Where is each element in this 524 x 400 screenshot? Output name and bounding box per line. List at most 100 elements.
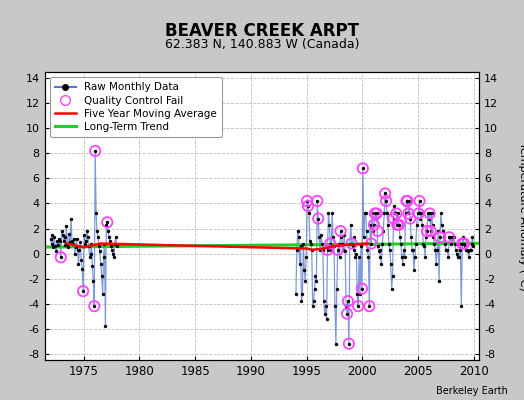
Point	[356, 290, 364, 297]
Point	[296, 260, 304, 267]
Point	[57, 254, 65, 260]
Point	[328, 210, 336, 217]
Point	[101, 323, 110, 329]
Point	[90, 303, 99, 309]
Point	[299, 240, 308, 247]
Point	[85, 254, 94, 260]
Point	[106, 238, 114, 244]
Point	[445, 234, 453, 240]
Point	[62, 223, 71, 229]
Point	[326, 240, 334, 247]
Point	[105, 234, 113, 240]
Point	[461, 243, 470, 249]
Point	[336, 228, 345, 234]
Point	[309, 298, 318, 304]
Point	[428, 222, 436, 228]
Point	[362, 210, 370, 217]
Point	[110, 254, 118, 260]
Point	[334, 247, 342, 253]
Point	[54, 242, 62, 248]
Point	[423, 228, 431, 234]
Point	[390, 203, 399, 209]
Point	[370, 210, 379, 217]
Point	[80, 232, 88, 238]
Point	[370, 222, 378, 228]
Point	[383, 210, 391, 217]
Point	[420, 243, 428, 249]
Text: 62.383 N, 140.883 W (Canada): 62.383 N, 140.883 W (Canada)	[165, 38, 359, 51]
Point	[94, 234, 102, 240]
Point	[377, 260, 386, 267]
Point	[53, 238, 61, 244]
Point	[322, 316, 331, 322]
Point	[367, 240, 375, 247]
Point	[462, 247, 470, 253]
Point	[293, 228, 302, 234]
Point	[408, 247, 416, 253]
Point	[414, 210, 423, 217]
Point	[440, 234, 448, 240]
Point	[100, 254, 108, 260]
Point	[357, 243, 365, 249]
Point	[95, 243, 103, 249]
Point	[83, 234, 92, 240]
Point	[376, 254, 385, 260]
Point	[75, 247, 84, 253]
Point	[78, 265, 86, 272]
Point	[73, 247, 82, 253]
Point	[325, 222, 334, 228]
Point	[404, 210, 412, 217]
Point	[297, 298, 305, 304]
Point	[66, 239, 74, 246]
Point	[379, 228, 387, 234]
Point	[427, 228, 435, 234]
Point	[51, 243, 59, 249]
Point	[58, 228, 66, 234]
Point	[61, 242, 70, 248]
Point	[71, 244, 80, 250]
Point	[438, 222, 446, 228]
Point	[312, 278, 321, 284]
Point	[354, 303, 363, 309]
Point	[416, 198, 424, 204]
Point	[334, 247, 342, 253]
Point	[59, 238, 68, 244]
Point	[421, 254, 429, 260]
Point	[367, 240, 375, 247]
Point	[294, 234, 303, 240]
Point	[442, 247, 451, 253]
Point	[424, 215, 433, 222]
Point	[460, 240, 468, 247]
Point	[305, 238, 314, 244]
Point	[89, 278, 97, 284]
Point	[374, 243, 382, 249]
Point	[361, 210, 369, 217]
Point	[433, 247, 441, 253]
Point	[406, 215, 414, 222]
Point	[293, 247, 301, 253]
Text: BEAVER CREEK ARPT: BEAVER CREEK ARPT	[165, 22, 359, 40]
Point	[441, 247, 450, 253]
Point	[297, 243, 305, 249]
Point	[92, 210, 100, 217]
Point	[387, 286, 396, 292]
Point	[464, 248, 472, 254]
Point	[418, 222, 427, 228]
Point	[333, 286, 341, 292]
Point	[402, 198, 411, 204]
Point	[82, 238, 90, 244]
Point	[65, 230, 73, 237]
Point	[427, 228, 435, 234]
Point	[363, 228, 371, 234]
Point	[104, 228, 112, 234]
Point	[389, 215, 398, 222]
Point	[108, 247, 116, 253]
Point	[375, 248, 383, 254]
Point	[425, 210, 434, 217]
Point	[385, 240, 393, 247]
Point	[392, 210, 400, 217]
Point	[460, 240, 468, 247]
Point	[373, 210, 381, 217]
Point	[67, 215, 75, 222]
Point	[395, 222, 403, 228]
